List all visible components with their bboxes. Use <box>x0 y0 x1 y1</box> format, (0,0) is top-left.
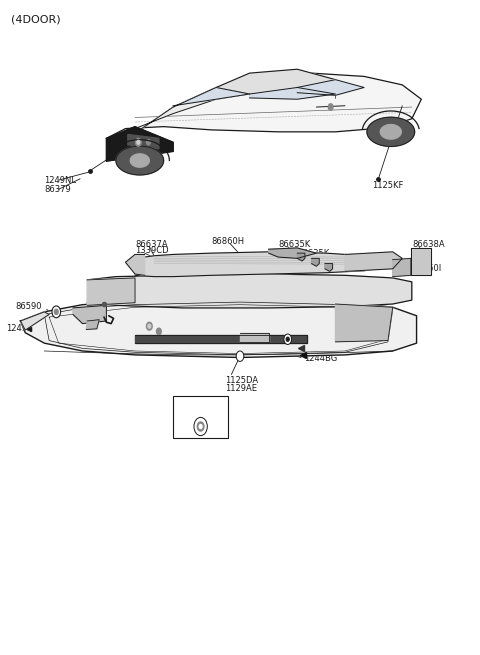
Polygon shape <box>135 88 250 133</box>
Text: 86593A: 86593A <box>144 336 176 345</box>
Circle shape <box>148 324 151 328</box>
Polygon shape <box>107 73 421 161</box>
Polygon shape <box>411 248 431 275</box>
Text: 14160: 14160 <box>104 288 131 297</box>
Polygon shape <box>135 252 383 276</box>
Polygon shape <box>130 154 149 167</box>
Polygon shape <box>240 333 269 342</box>
Text: 86620: 86620 <box>373 324 400 333</box>
Circle shape <box>137 140 140 144</box>
Polygon shape <box>87 278 135 305</box>
Polygon shape <box>312 258 319 266</box>
Polygon shape <box>297 80 364 96</box>
Bar <box>173 396 228 438</box>
Circle shape <box>146 140 150 145</box>
Text: 1339CD: 1339CD <box>135 246 168 255</box>
Circle shape <box>135 138 141 146</box>
Polygon shape <box>125 254 144 275</box>
Circle shape <box>236 351 244 362</box>
Circle shape <box>146 322 152 330</box>
Polygon shape <box>173 88 250 107</box>
Circle shape <box>328 103 333 110</box>
Text: 86619: 86619 <box>174 349 201 358</box>
Polygon shape <box>297 253 305 261</box>
Text: 86614D: 86614D <box>156 343 190 352</box>
Polygon shape <box>21 299 417 358</box>
Circle shape <box>156 328 161 335</box>
Polygon shape <box>135 335 307 343</box>
Text: 1491AD: 1491AD <box>299 336 333 345</box>
Text: 86860I: 86860I <box>413 265 442 273</box>
Text: 1244BG: 1244BG <box>304 354 337 364</box>
Polygon shape <box>116 146 164 175</box>
Text: 86860H: 86860H <box>211 237 244 246</box>
Polygon shape <box>87 274 412 308</box>
Text: 1244BJ: 1244BJ <box>304 346 333 356</box>
Text: 1249NL: 1249NL <box>44 176 76 185</box>
Polygon shape <box>367 117 415 147</box>
Text: 86616K: 86616K <box>231 335 264 345</box>
Circle shape <box>199 424 202 428</box>
Circle shape <box>194 417 207 436</box>
Text: 1125KF: 1125KF <box>372 181 403 190</box>
Text: 86613C: 86613C <box>147 323 180 332</box>
Polygon shape <box>21 312 49 330</box>
Circle shape <box>54 309 58 314</box>
Circle shape <box>286 337 289 341</box>
Polygon shape <box>216 69 345 96</box>
Text: 86615K: 86615K <box>231 327 264 336</box>
Text: 86635K: 86635K <box>297 249 329 257</box>
Text: 86590: 86590 <box>16 302 42 311</box>
Polygon shape <box>73 305 107 324</box>
Polygon shape <box>107 126 173 161</box>
Circle shape <box>284 334 291 345</box>
Circle shape <box>52 306 60 318</box>
Polygon shape <box>336 304 393 342</box>
Text: 1338AC: 1338AC <box>176 402 209 411</box>
Circle shape <box>197 422 204 431</box>
Text: 1249BA: 1249BA <box>6 324 39 333</box>
Text: 86611A: 86611A <box>96 331 128 341</box>
Polygon shape <box>269 248 316 258</box>
Text: 86379: 86379 <box>44 185 71 194</box>
Polygon shape <box>380 124 401 139</box>
Text: 86638A: 86638A <box>413 240 445 248</box>
Polygon shape <box>128 134 159 149</box>
Polygon shape <box>250 88 336 99</box>
Text: 86635K: 86635K <box>278 240 311 248</box>
Text: (4DOOR): (4DOOR) <box>11 14 60 25</box>
Polygon shape <box>345 252 402 271</box>
Polygon shape <box>86 320 99 329</box>
Text: 86637A: 86637A <box>135 240 168 248</box>
Text: 86635K: 86635K <box>321 258 353 267</box>
Text: 1129AE: 1129AE <box>225 384 257 393</box>
Text: 1125DA: 1125DA <box>225 377 258 386</box>
Polygon shape <box>393 258 411 276</box>
Polygon shape <box>325 263 333 271</box>
Text: 86650F: 86650F <box>269 282 300 291</box>
